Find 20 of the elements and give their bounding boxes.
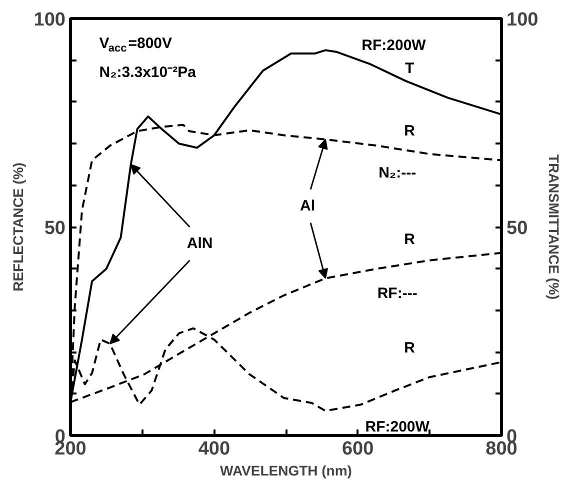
annotation: RF:--- bbox=[377, 285, 418, 302]
annotation: N₂:--- bbox=[378, 164, 416, 182]
x-axis-title: WAVELENGTH (nm) bbox=[220, 462, 352, 478]
y2-tick-label: 50 bbox=[506, 218, 528, 239]
annotation: AlN bbox=[186, 235, 213, 252]
annotation: Al bbox=[300, 198, 316, 215]
y-tick-label: 50 bbox=[44, 218, 66, 239]
x-tick-label: 600 bbox=[342, 438, 374, 460]
annotation: R bbox=[404, 231, 416, 248]
y2-axis-title: TRANSMITTANCE (%) bbox=[546, 154, 562, 300]
y2-tick-label: 100 bbox=[506, 10, 538, 30]
annotation: T bbox=[404, 60, 414, 78]
annotation: RF:200W bbox=[365, 418, 430, 436]
annotation: R bbox=[404, 122, 416, 140]
y-axis-title: REFLECTANCE (%) bbox=[10, 162, 26, 292]
annotation: N₂:3.3x10⁻²Pa bbox=[99, 64, 197, 82]
y-tick-label: 100 bbox=[34, 10, 66, 30]
annotation: RF:200W bbox=[362, 37, 427, 54]
annotation: R bbox=[404, 339, 416, 356]
x-tick-label: 400 bbox=[198, 438, 230, 460]
